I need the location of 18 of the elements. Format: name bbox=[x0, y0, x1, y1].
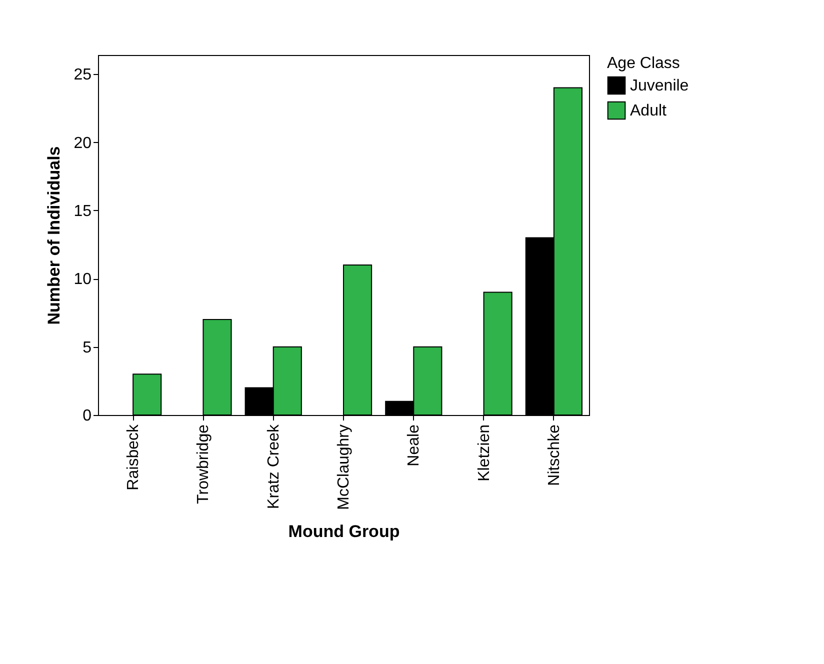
x-tick-label: Raisbeck bbox=[125, 424, 142, 490]
x-tick-label: Neale bbox=[406, 424, 423, 466]
y-tick-label: 15 bbox=[74, 202, 92, 220]
y-tick-label: 20 bbox=[74, 134, 92, 152]
legend-label: Adult bbox=[630, 102, 668, 120]
y-tick-label: 25 bbox=[74, 66, 92, 84]
y-tick-label: 0 bbox=[82, 408, 92, 424]
legend-title: Age Class bbox=[607, 55, 680, 72]
legend-label: Juvenile bbox=[630, 78, 689, 94]
y-tick-label: 5 bbox=[82, 339, 92, 356]
x-tick-label: Nitschke bbox=[546, 424, 563, 486]
x-tick-label: Kratz Creek bbox=[265, 424, 282, 509]
x-axis-title: Mound Group bbox=[288, 522, 400, 541]
y-tick-label: 10 bbox=[74, 271, 92, 288]
y-axis-title: Number of Individuals bbox=[44, 146, 64, 325]
x-tick-label: Trowbridge bbox=[195, 424, 212, 504]
x-tick-label: Kletzien bbox=[476, 424, 493, 482]
x-tick-label: McClaughry bbox=[336, 424, 352, 510]
